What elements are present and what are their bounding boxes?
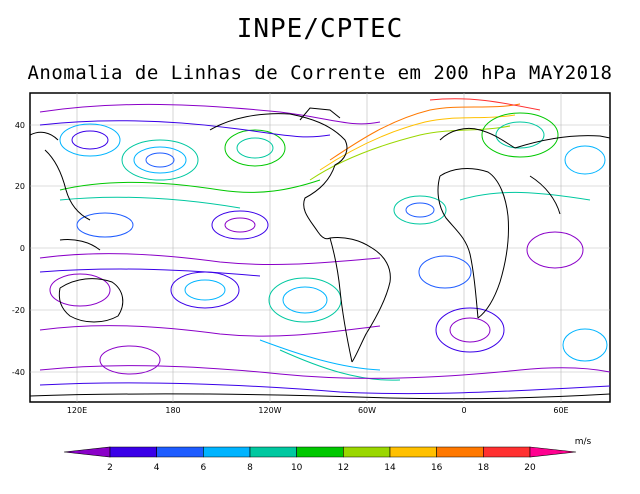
colorbar-swatch — [63, 446, 111, 458]
colorbar-swatch — [109, 446, 157, 458]
gridlines — [30, 93, 610, 402]
coastlines — [29, 107, 611, 400]
colorbar-unit: m/s — [575, 437, 592, 447]
colorbar-tick-label: 20 — [524, 463, 536, 473]
colorbar-swatch — [156, 446, 204, 458]
streamlines — [39, 98, 611, 395]
lon-label: 60E — [553, 406, 568, 415]
lat-label: 40 — [15, 121, 25, 130]
colorbar: 2 4 6 8 10 12 14 16 18 20 — [63, 446, 577, 473]
map-frame — [29, 92, 611, 403]
longitude-labels: 120E 180 120W 60W 0 60E — [67, 406, 569, 415]
lat-label: -40 — [12, 368, 25, 377]
colorbar-swatch — [436, 446, 484, 458]
page-title: INPE/CPTEC — [236, 14, 404, 44]
colorbar-tick-label: 12 — [338, 463, 349, 473]
lon-label: 60W — [358, 406, 376, 415]
colorbar-tick-label: 10 — [291, 463, 303, 473]
colorbar-tick-label: 2 — [107, 463, 113, 473]
colorbar-swatch — [529, 446, 577, 458]
colorbar-swatch — [296, 446, 344, 458]
latitude-labels: 40 20 0 -20 -40 — [12, 121, 25, 377]
lon-label: 180 — [165, 406, 180, 415]
colorbar-tick-label: 6 — [200, 463, 206, 473]
colorbar-tick-label: 8 — [247, 463, 253, 473]
lon-label: 0 — [461, 406, 466, 415]
colorbar-swatch — [343, 446, 391, 458]
colorbar-swatch — [483, 446, 531, 458]
lon-label: 120W — [258, 406, 281, 415]
map-subtitle: Anomalia de Linhas de Corrente em 200 hP… — [27, 62, 613, 84]
colorbar-swatch — [249, 446, 297, 458]
colorbar-tick-label: 16 — [431, 463, 443, 473]
colorbar-swatch — [389, 446, 437, 458]
lat-label: 20 — [15, 182, 25, 191]
colorbar-tick-label: 4 — [154, 463, 160, 473]
colorbar-tick-label: 14 — [384, 463, 396, 473]
lat-label: -20 — [12, 306, 25, 315]
lat-label: 0 — [20, 244, 25, 253]
colorbar-swatch — [203, 446, 251, 458]
lon-label: 120E — [67, 406, 87, 415]
colorbar-tick-label: 18 — [478, 463, 490, 473]
